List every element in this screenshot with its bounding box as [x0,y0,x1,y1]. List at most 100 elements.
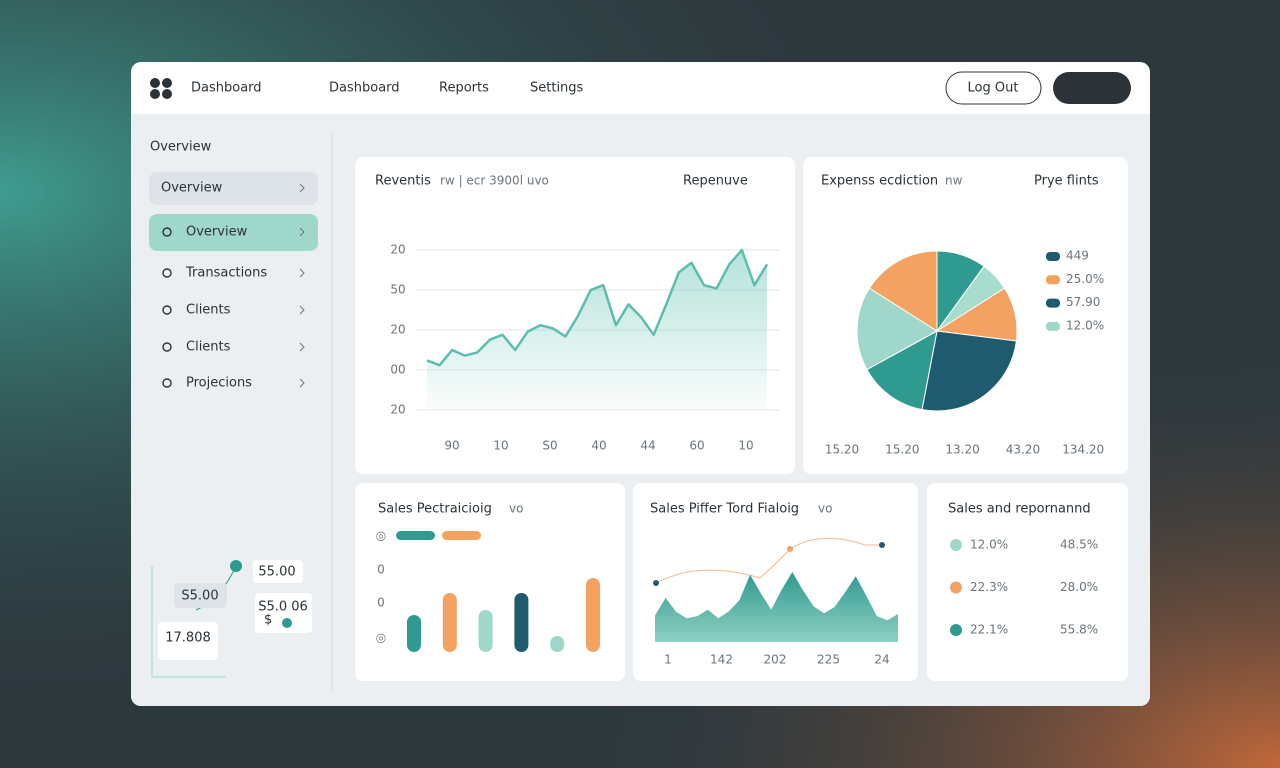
menu-item[interactable]: Transactions [185,266,267,281]
footer-value: 134.20 [1062,443,1104,457]
menu-icon [162,378,172,388]
chevron [299,183,305,193]
y-tick-label: ◎ [376,631,386,645]
card-label: Repenuve [683,174,748,189]
bar [514,593,529,652]
chevron [299,227,305,237]
widget-box [158,622,218,660]
pie-slice [856,287,938,371]
widget-value: 17.808 [165,631,211,646]
trend-dot [653,580,659,586]
y-tick-label: 0 [377,596,385,610]
legend-label: 12.0% [1066,318,1104,332]
footer-value: 13.20 [945,443,979,457]
menu-item[interactable]: Overview [186,225,248,240]
legend-label: 449 [1066,249,1089,263]
widget-dot [230,560,242,572]
logout-label: Log Out [968,81,1019,96]
bar [550,636,565,652]
trend-dot [787,546,793,552]
card-title: Expenss ecdiction [821,174,938,189]
widget-value: S5.0 06 [258,600,308,615]
legend-swatch [1046,321,1060,331]
card-title: Reventis [375,174,431,189]
chevron [299,305,305,315]
stat-value: 48.5% [1060,538,1098,552]
legend-label: 25.0% [1066,272,1104,286]
legend-pill [442,531,481,540]
chevron [299,378,305,388]
sidebar-title: Overview [150,140,212,155]
stat-dot [950,624,962,636]
legend-swatch [1046,252,1060,261]
stat-dot [950,581,962,594]
card-subtitle: vo [818,502,832,516]
bar [407,615,421,652]
legend-swatch [1046,298,1060,308]
logout-button[interactable] [1053,72,1131,104]
menu-item[interactable]: Overview [161,181,223,196]
menu-item[interactable]: Projecions [186,376,252,391]
x-tick-label: 10 [738,439,753,453]
stat-value: 22.1% [970,623,1008,637]
logout-button[interactable] [945,71,1042,105]
footer-value: 43.20 [1006,443,1040,457]
logo [150,78,172,99]
y-tick-label: 0 [377,563,385,577]
stat-value: 55.8% [1060,623,1098,637]
y-tick-label: 00 [390,363,405,377]
stat-value: 12.0% [970,538,1008,552]
menu-icon [162,305,172,315]
chevron [299,342,305,352]
widget-dot [282,618,292,628]
brand-title: Dashboard [191,81,262,96]
legend-pill [396,531,435,540]
nav-link[interactable]: Reports [439,81,489,96]
legend-swatch [1046,275,1060,285]
menu-item-bg[interactable] [149,172,318,205]
card-title: Sales Piffer Tord Fialoig [650,502,799,517]
pie-slice [868,250,938,332]
menu-icon [162,268,172,278]
x-tick-label: 90 [444,439,459,453]
y-tick-label: 50 [390,283,405,297]
card-subtitle: nw [945,174,963,188]
x-tick-label: 24 [874,653,889,667]
stat-value: 28.0% [1060,580,1098,594]
x-tick-label: 60 [689,439,704,453]
y-tick-label: 20 [390,323,405,337]
stat-value: 22.3% [970,580,1008,594]
widget-value: S5.00 [181,589,218,604]
footer-value: 15.20 [885,443,919,457]
widget-box [253,560,303,583]
bar [442,593,457,652]
trend-dot [879,542,885,548]
menu-item[interactable]: Clients [186,303,231,318]
x-tick-label: 142 [710,653,733,667]
bar [478,610,493,652]
x-tick-label: 225 [817,653,840,667]
nav-link[interactable]: Settings [530,81,584,96]
y-tick-label: ◎ [376,529,386,543]
y-tick-label: 20 [390,243,405,257]
menu-item[interactable]: Clients [186,340,231,355]
widget-value: $ [264,613,272,628]
trend-line [655,537,882,584]
legend-label: 57.90 [1066,295,1100,309]
pie-slice [866,330,938,411]
line-area [427,250,767,410]
footer-value: 15.20 [825,443,859,457]
logout-label: Log Out [1063,81,1121,96]
bar [586,578,600,652]
nav-link[interactable]: Dashboard [329,81,400,96]
pie-slice [921,330,1017,412]
stat-dot [950,539,962,551]
card-title: Sales and repornannd [948,502,1091,517]
x-tick-label: 44 [640,439,655,453]
card-subtitle: rw | ecr 3900l uvo [440,174,549,188]
widget-value: 55.00 [258,565,295,580]
menu-item-bg[interactable] [149,214,318,251]
x-tick-label: 10 [493,439,508,453]
widget-box [255,593,312,633]
